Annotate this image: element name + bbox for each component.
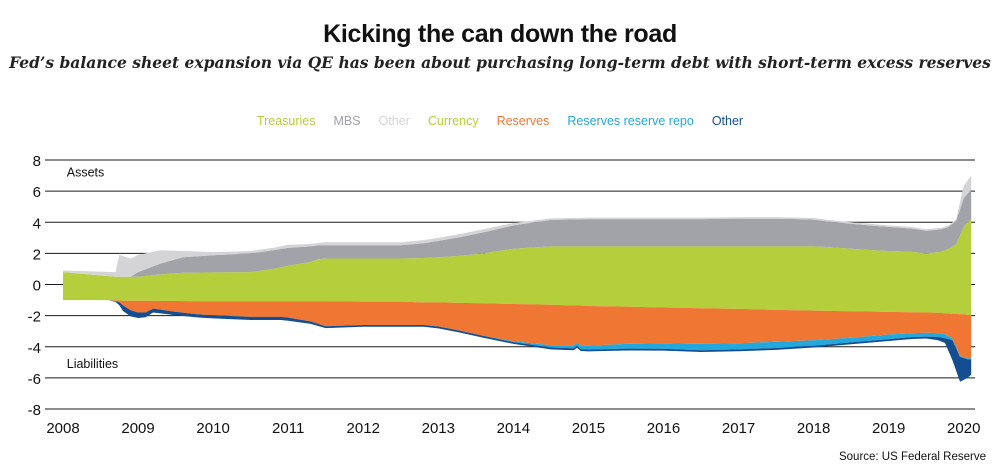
legend-item: Other xyxy=(711,114,744,128)
legend-item: MBS xyxy=(333,114,361,128)
y-tick-label: 4 xyxy=(33,215,41,232)
x-tick-label: 2011 xyxy=(272,420,304,437)
legend-item: Other xyxy=(378,114,410,128)
area-mbs xyxy=(63,189,972,277)
area-layer xyxy=(63,175,972,382)
x-tick-label: 2009 xyxy=(121,420,154,437)
y-tick-label: 2 xyxy=(33,246,41,263)
chart-subtitle: Fed’s balance sheet expansion via QE has… xyxy=(9,53,991,72)
area-reserves xyxy=(63,300,972,359)
y-tick-label: -4 xyxy=(28,340,41,357)
axis-layer: 8 6 4 2 0 -2 -4 -6 -8 2008 2009 2010 2011 2012 2013 201… xyxy=(28,153,981,437)
area-reverse-repo xyxy=(63,300,972,360)
annotation-label: Assets xyxy=(67,165,105,179)
annotation-label: Liabilities xyxy=(67,357,118,371)
chart-legend: Treasuries MBS Other Currency Reserves Reserv… xyxy=(0,114,1000,128)
x-tick-label: 2018 xyxy=(797,420,830,437)
x-tick-label: 2017 xyxy=(722,420,755,437)
x-tick-label: 2014 xyxy=(497,420,530,437)
legend-item: Currency xyxy=(427,114,479,128)
y-tick-label: 6 xyxy=(33,184,41,201)
x-tick-label: 2015 xyxy=(572,420,605,437)
source-note: Source: US Federal Reserve xyxy=(838,451,986,463)
x-tick-label: 2020 xyxy=(947,420,980,437)
legend-item: Reserves xyxy=(496,114,550,128)
chart-title: Kicking the can down the road xyxy=(323,20,677,48)
area-treasuries xyxy=(63,219,972,285)
y-tick-label: 8 xyxy=(33,153,41,170)
x-tick-label: 2008 xyxy=(46,420,79,437)
y-tick-label: -6 xyxy=(28,371,41,388)
legend-item: Treasuries xyxy=(256,114,316,128)
x-tick-label: 2012 xyxy=(347,420,380,437)
x-tick-label: 2016 xyxy=(647,420,680,437)
y-tick-label: -2 xyxy=(28,309,41,326)
y-tick-label: -8 xyxy=(28,402,41,419)
area-liabilities-other xyxy=(63,300,972,382)
legend-item: Reserves reserve repo xyxy=(567,114,694,128)
area-currency xyxy=(63,284,972,316)
y-tick-label: 0 xyxy=(33,278,41,295)
x-tick-label: 2019 xyxy=(872,420,905,437)
x-tick-label: 2013 xyxy=(422,420,455,437)
x-tick-label: 2010 xyxy=(196,420,229,437)
